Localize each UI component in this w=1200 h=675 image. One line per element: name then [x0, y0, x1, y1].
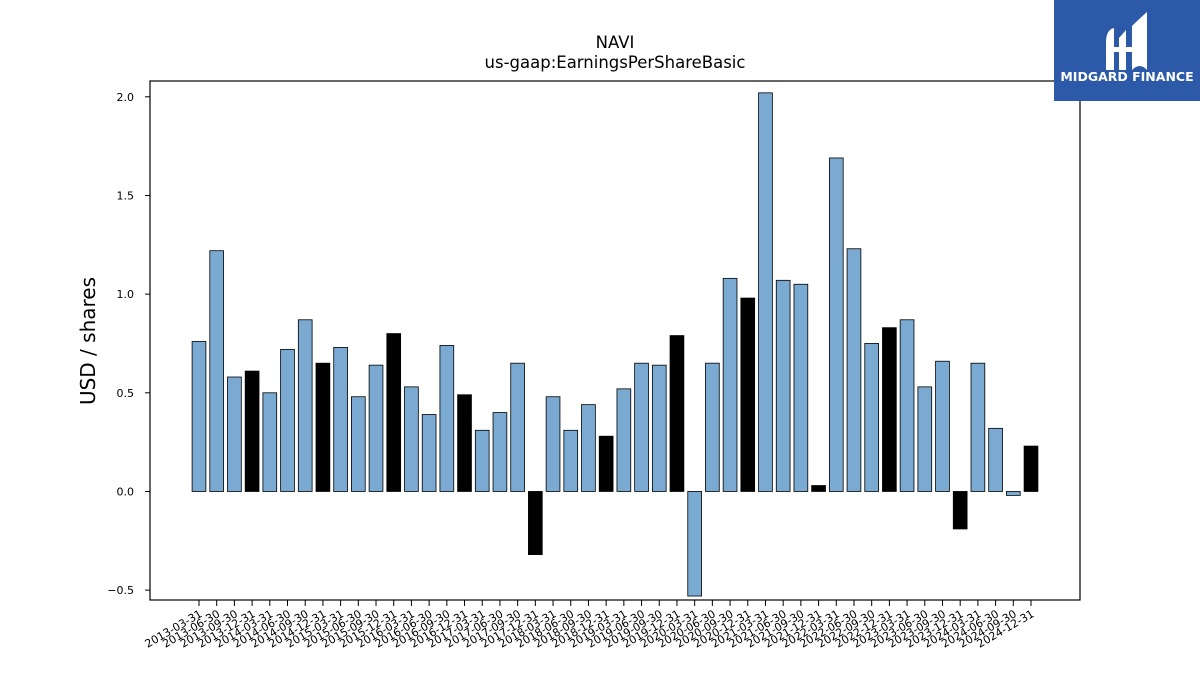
bar-2024-06-30	[988, 427, 1003, 492]
bar-2014-06-30	[280, 348, 295, 492]
bar-2023-12-31	[952, 491, 968, 530]
bar-2016-06-30	[421, 414, 437, 492]
y-tick-label: 1.0	[117, 288, 135, 301]
bar-2016-03-31	[404, 386, 419, 492]
bar-2014-09-30	[297, 319, 313, 492]
bar-2013-06-30	[209, 250, 225, 492]
bar-2015-09-30	[368, 364, 384, 492]
bar-2024-03-31	[970, 362, 986, 492]
y-tick-label: 0.5	[117, 387, 135, 400]
bar-2022-09-30	[864, 343, 879, 492]
bar-2017-12-31	[528, 491, 543, 556]
bar-2017-06-30	[492, 412, 508, 492]
bar-2020-12-31	[740, 297, 756, 492]
bar-2017-03-31	[474, 429, 490, 492]
bar-2021-12-31	[811, 485, 826, 492]
logo-text: MIDGARD FINANCE	[1060, 69, 1193, 84]
bar-2022-03-31	[828, 157, 844, 492]
y-tick-label: 0.0	[117, 485, 135, 498]
logo-mark-icon	[1106, 12, 1147, 70]
midgard-finance-logo: MIDGARD FINANCE	[1054, 0, 1200, 101]
bar-2021-03-31	[758, 92, 773, 492]
bar-2015-12-31	[386, 333, 402, 492]
bar-2019-03-31	[616, 388, 632, 492]
bar-2023-09-30	[935, 360, 950, 492]
bar-2020-06-30	[705, 362, 720, 492]
y-tick-label: −0.5	[107, 584, 134, 597]
bar-2021-06-30	[775, 279, 791, 492]
bar-2022-12-31	[882, 327, 897, 492]
x-axis: 2013-03-312013-06-302013-09-302013-12-31…	[143, 600, 1037, 651]
chart-subtitle: us-gaap:EarningsPerShareBasic	[485, 53, 746, 72]
bar-2014-12-31	[315, 362, 331, 492]
bar-2015-06-30	[351, 396, 366, 492]
bar-2013-12-31	[244, 370, 260, 492]
y-axis: −0.5 0.0 0.5 1.0 1.5 2.0	[107, 91, 150, 597]
bar-2022-06-30	[846, 248, 862, 492]
y-tick-label: 2.0	[117, 91, 135, 104]
bar-2019-12-31	[669, 335, 685, 492]
bar-2019-09-30	[651, 364, 667, 492]
y-tick-label: 1.5	[117, 189, 135, 202]
bar-2024-09-30	[1005, 491, 1021, 496]
plot-frame	[149, 80, 1081, 601]
bar-2019-06-30	[634, 362, 649, 492]
bar-2017-09-30	[510, 362, 525, 492]
y-axis-label: USD / shares	[76, 277, 100, 405]
bar-2015-03-31	[333, 347, 348, 492]
bar-2024-12-31	[1023, 445, 1039, 492]
bar-2023-06-30	[917, 386, 933, 492]
bar-2018-09-30	[581, 404, 596, 492]
bar-2023-03-31	[899, 319, 915, 492]
chart-title: NAVI	[596, 33, 635, 52]
bar-2018-03-31	[545, 396, 561, 492]
bar-2013-09-30	[227, 376, 242, 492]
bar-2018-06-30	[563, 429, 579, 492]
bar-2013-03-31	[191, 341, 207, 492]
plot-area	[191, 92, 1039, 597]
bar-2021-09-30	[793, 283, 809, 492]
bar-2016-09-30	[439, 345, 455, 492]
bar-2018-12-31	[598, 435, 614, 492]
bar-2016-12-31	[457, 394, 472, 492]
bar-2020-03-31	[687, 491, 702, 597]
bar-2020-09-30	[722, 277, 738, 492]
bar-2014-03-31	[262, 392, 278, 492]
